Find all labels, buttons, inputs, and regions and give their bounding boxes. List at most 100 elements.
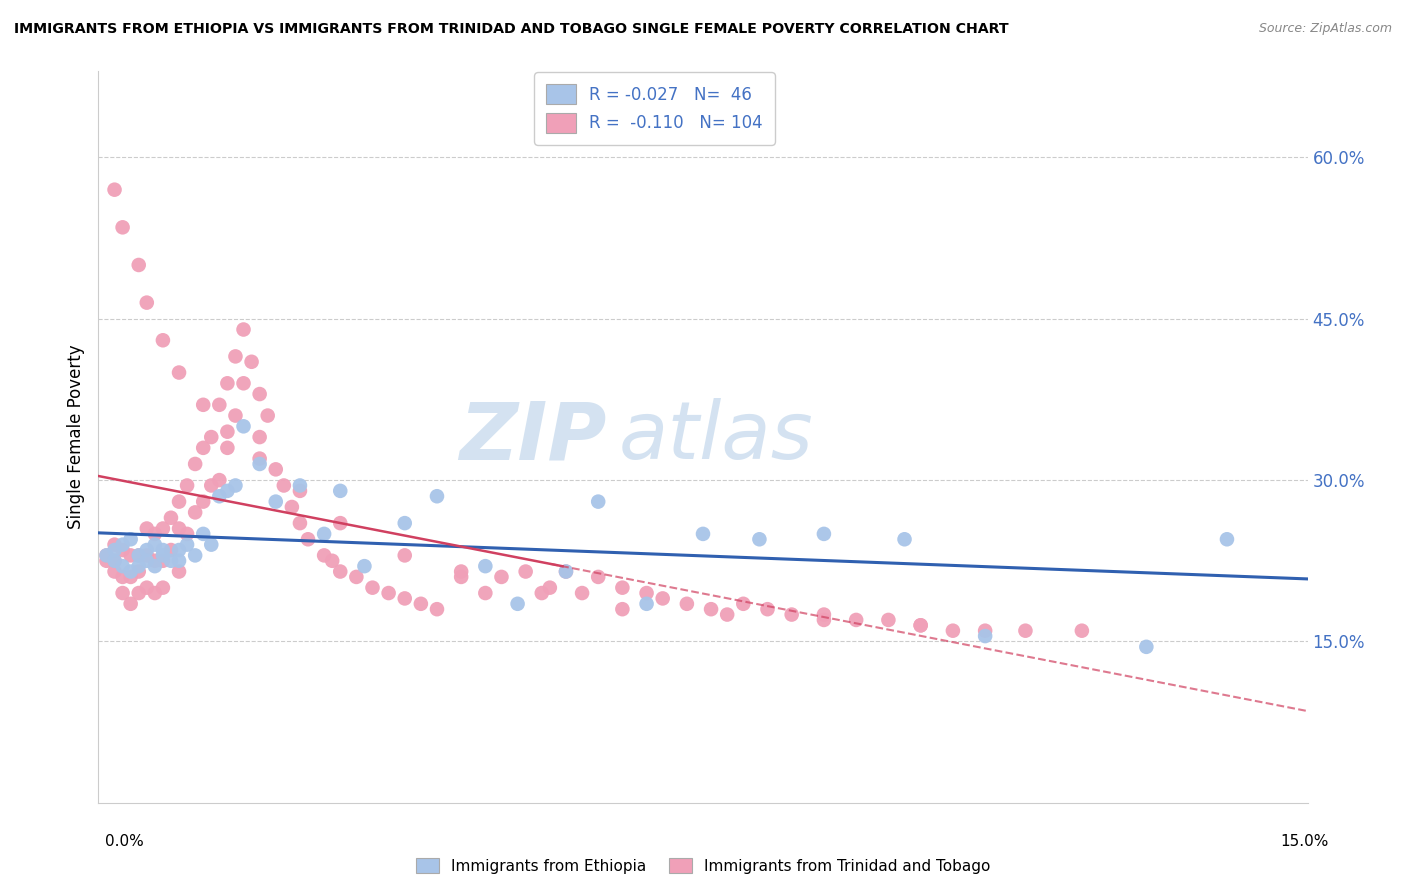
Point: [120, 570, 142, 584]
Point: [128, 586, 150, 600]
Point: [538, 581, 561, 595]
Point: [128, 258, 150, 272]
Point: [249, 451, 271, 466]
Point: [176, 527, 198, 541]
Point: [409, 597, 432, 611]
Point: [426, 489, 449, 503]
Point: [143, 554, 166, 568]
Point: [193, 398, 215, 412]
Point: [716, 607, 738, 622]
Point: [232, 419, 254, 434]
Point: [217, 376, 239, 391]
Point: [176, 538, 198, 552]
Point: [135, 554, 157, 568]
Point: [530, 586, 553, 600]
Point: [813, 607, 835, 622]
Point: [756, 602, 779, 616]
Point: [152, 554, 174, 568]
Point: [377, 586, 399, 600]
Point: [1135, 640, 1157, 654]
Point: [288, 478, 311, 492]
Legend: Immigrants from Ethiopia, Immigrants from Trinidad and Tobago: Immigrants from Ethiopia, Immigrants fro…: [409, 852, 997, 880]
Point: [394, 591, 416, 606]
Point: [152, 581, 174, 595]
Point: [910, 618, 932, 632]
Text: 15.0%: 15.0%: [1281, 834, 1329, 849]
Point: [273, 478, 295, 492]
Point: [571, 586, 593, 600]
Point: [217, 441, 239, 455]
Point: [224, 478, 246, 492]
Point: [1070, 624, 1092, 638]
Point: [555, 565, 578, 579]
Point: [103, 183, 125, 197]
Point: [111, 538, 134, 552]
Point: [176, 478, 198, 492]
Point: [200, 430, 222, 444]
Point: [636, 586, 658, 600]
Point: [450, 570, 472, 584]
Point: [103, 543, 125, 558]
Point: [103, 554, 125, 568]
Point: [135, 549, 157, 563]
Point: [111, 559, 134, 574]
Point: [143, 538, 166, 552]
Point: [111, 543, 134, 558]
Point: [217, 425, 239, 439]
Point: [128, 549, 150, 563]
Point: [297, 533, 319, 547]
Point: [506, 597, 529, 611]
Point: [160, 510, 183, 524]
Point: [135, 581, 157, 595]
Point: [184, 457, 207, 471]
Point: [612, 581, 634, 595]
Point: [160, 554, 183, 568]
Point: [128, 549, 150, 563]
Point: [329, 565, 352, 579]
Point: [128, 565, 150, 579]
Point: [103, 538, 125, 552]
Point: [942, 624, 965, 638]
Point: [135, 295, 157, 310]
Point: [321, 554, 343, 568]
Point: [96, 549, 118, 563]
Text: ZIP: ZIP: [458, 398, 606, 476]
Point: [193, 527, 215, 541]
Point: [111, 586, 134, 600]
Text: 0.0%: 0.0%: [105, 834, 145, 849]
Point: [152, 543, 174, 558]
Point: [167, 554, 190, 568]
Point: [193, 494, 215, 508]
Point: [974, 624, 997, 638]
Point: [184, 505, 207, 519]
Point: [394, 516, 416, 530]
Point: [232, 376, 254, 391]
Point: [676, 597, 699, 611]
Point: [111, 220, 134, 235]
Point: [491, 570, 513, 584]
Point: [217, 483, 239, 498]
Text: atlas: atlas: [619, 398, 813, 476]
Point: [474, 559, 496, 574]
Point: [1014, 624, 1036, 638]
Point: [361, 581, 384, 595]
Point: [394, 549, 416, 563]
Point: [152, 521, 174, 535]
Point: [612, 602, 634, 616]
Point: [586, 494, 609, 508]
Point: [167, 366, 190, 380]
Point: [344, 570, 367, 584]
Point: [120, 549, 142, 563]
Point: [515, 565, 537, 579]
Point: [232, 322, 254, 336]
Point: [208, 473, 231, 487]
Point: [329, 516, 352, 530]
Point: [193, 441, 215, 455]
Point: [733, 597, 755, 611]
Point: [877, 613, 900, 627]
Point: [748, 533, 770, 547]
Point: [208, 489, 231, 503]
Point: [135, 543, 157, 558]
Point: [167, 543, 190, 558]
Point: [128, 559, 150, 574]
